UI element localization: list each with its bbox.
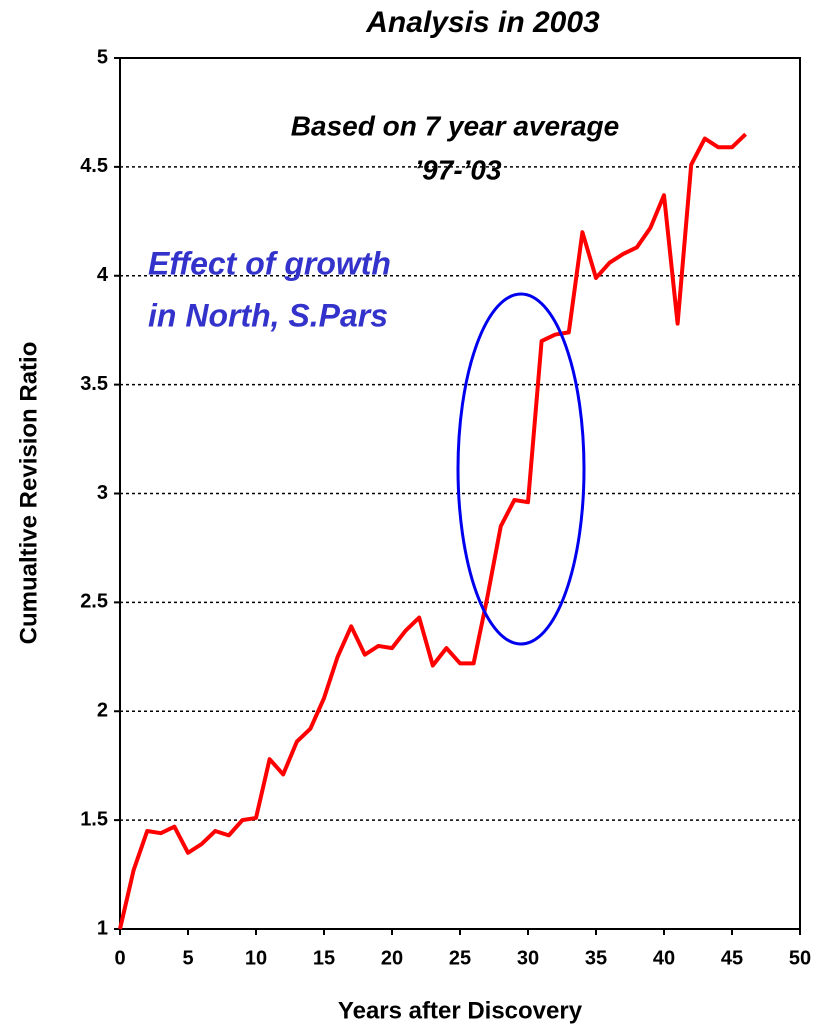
data-line [118, 132, 747, 930]
annotation: in North, S.Pars [148, 297, 388, 333]
y-tick-label: 4.5 [80, 155, 108, 177]
y-tick-label: 1.5 [80, 808, 108, 830]
x-tick-label: 45 [721, 947, 743, 969]
x-tick-label: 0 [114, 947, 125, 969]
x-tick-label: 5 [182, 947, 193, 969]
y-tick-label: 1 [97, 917, 108, 939]
x-tick-label: 20 [381, 947, 403, 969]
y-tick-label: 5 [97, 46, 108, 68]
x-tick-label: 30 [517, 947, 539, 969]
y-tick-label: 2.5 [80, 591, 108, 613]
y-tick-label: 4 [97, 264, 109, 286]
x-tick-label: 35 [585, 947, 607, 969]
y-tick-label: 2 [97, 700, 108, 722]
y-tick-label: 3.5 [80, 373, 108, 395]
x-tick-label: 10 [245, 947, 267, 969]
plot-frame [119, 57, 801, 930]
annotation: Effect of growth [148, 245, 391, 281]
x-tick-label: 40 [653, 947, 675, 969]
x-tick-label: 15 [313, 947, 335, 969]
x-tick-label: 25 [449, 947, 471, 969]
x-tick-label: 50 [789, 947, 811, 969]
annotation: Based on 7 year average [291, 110, 619, 141]
x-axis-title: Years after Discovery [338, 997, 583, 1024]
highlight-ellipse [456, 292, 586, 646]
marks [118, 132, 747, 930]
chart-title: Analysis in 2003 [365, 6, 600, 39]
y-axis-title: Cumualtive Revision Ratio [15, 342, 42, 645]
grid [114, 57, 801, 935]
annotation: ’97-’03 [414, 154, 502, 185]
y-tick-label: 3 [97, 482, 108, 504]
